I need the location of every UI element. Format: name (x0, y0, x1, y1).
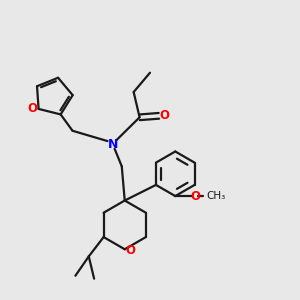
Text: O: O (125, 244, 135, 257)
Text: N: N (108, 138, 118, 151)
Text: O: O (190, 190, 200, 202)
Text: CH₃: CH₃ (206, 191, 225, 201)
Text: O: O (160, 109, 170, 122)
Text: O: O (27, 102, 37, 116)
